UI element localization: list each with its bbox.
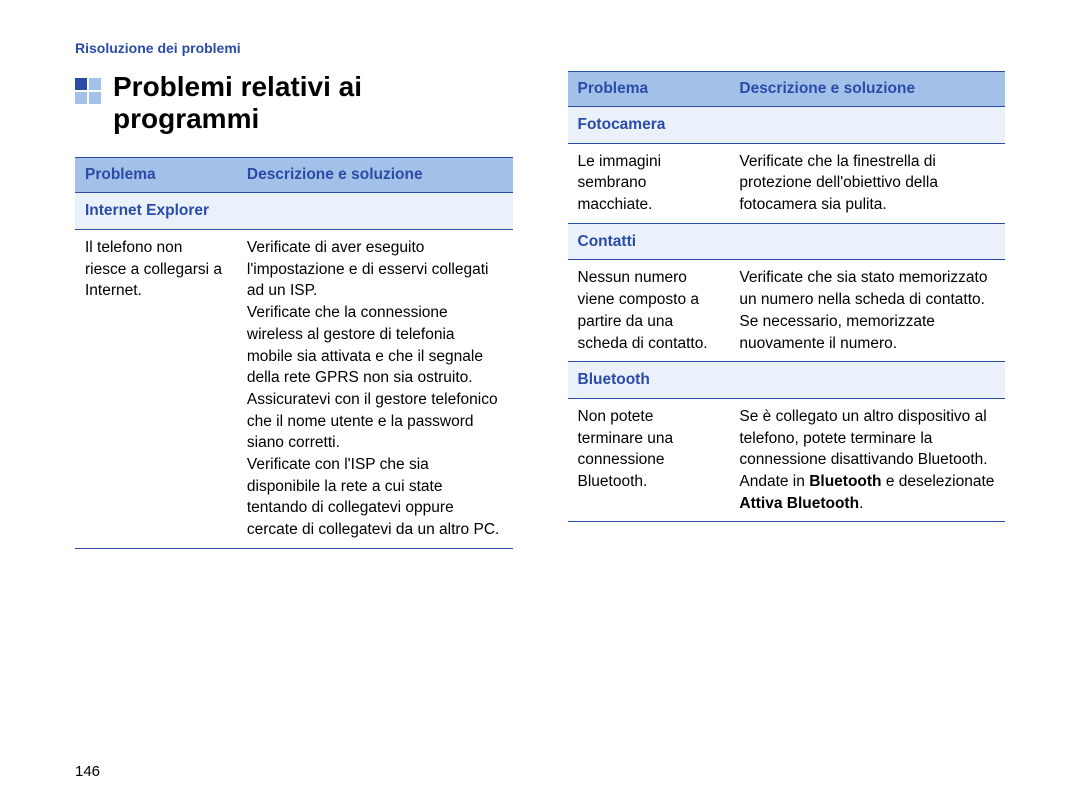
th-description: Descrizione e soluzione	[729, 72, 1005, 107]
category-label: Internet Explorer	[75, 193, 513, 230]
table-row: Le immagini sembrano macchiate. Verifica…	[568, 143, 1006, 223]
th-description: Descrizione e soluzione	[237, 158, 513, 193]
troubleshoot-table-left: Problema Descrizione e soluzione Interne…	[75, 157, 513, 548]
problem-cell: Le immagini sembrano macchiate.	[568, 143, 730, 223]
category-label: Bluetooth	[568, 362, 1006, 399]
section-header: Problemi relativi ai programmi	[75, 71, 513, 135]
table-row: Il telefono non riesce a collegarsi a In…	[75, 230, 513, 549]
category-row: Internet Explorer	[75, 193, 513, 230]
section-title: Problemi relativi ai programmi	[113, 71, 513, 135]
table-row: Non potete terminare una connessione Blu…	[568, 398, 1006, 521]
description-cell: Verificate che sia stato memorizzato un …	[729, 260, 1005, 362]
squares-icon	[75, 78, 101, 104]
table-row: Nessun numero viene composto a partire d…	[568, 260, 1006, 362]
category-label: Fotocamera	[568, 107, 1006, 144]
category-row: Bluetooth	[568, 362, 1006, 399]
page-number: 146	[75, 743, 1005, 780]
problem-cell: Non potete terminare una connessione Blu…	[568, 398, 730, 521]
category-row: Contatti	[568, 223, 1006, 260]
content-columns: Problemi relativi ai programmi Problema …	[75, 71, 1005, 743]
page: Risoluzione dei problemi Problemi relati…	[0, 0, 1080, 810]
problem-cell: Il telefono non riesce a collegarsi a In…	[75, 230, 237, 549]
problem-cell: Nessun numero viene composto a partire d…	[568, 260, 730, 362]
troubleshoot-table-right: Problema Descrizione e soluzione Fotocam…	[568, 71, 1006, 522]
description-cell: Verificate di aver eseguito l'impostazio…	[237, 230, 513, 549]
th-problem: Problema	[568, 72, 730, 107]
description-cell: Se è collegato un altro dispositivo al t…	[729, 398, 1005, 521]
th-problem: Problema	[75, 158, 237, 193]
breadcrumb: Risoluzione dei problemi	[75, 40, 1005, 56]
left-column: Problemi relativi ai programmi Problema …	[75, 71, 513, 743]
description-cell: Verificate che la finestrella di protezi…	[729, 143, 1005, 223]
right-column: Problema Descrizione e soluzione Fotocam…	[568, 71, 1006, 743]
category-label: Contatti	[568, 223, 1006, 260]
category-row: Fotocamera	[568, 107, 1006, 144]
